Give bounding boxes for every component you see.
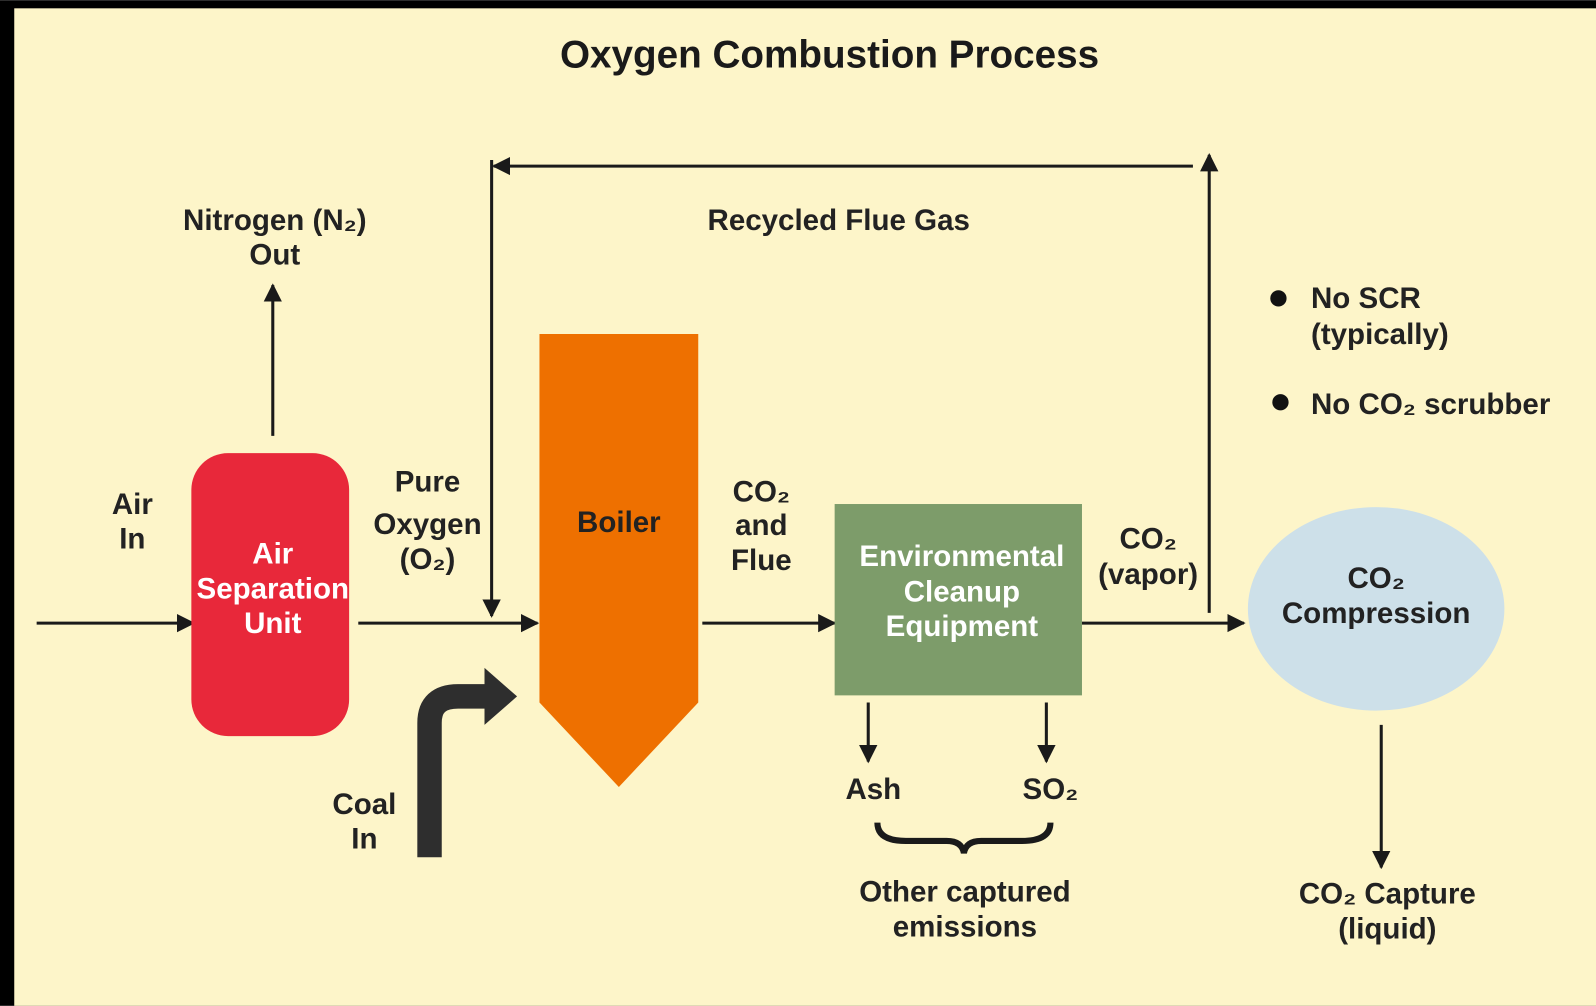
node-label: Environmental xyxy=(859,540,1064,573)
flow-label: Coal xyxy=(332,788,396,821)
bullet xyxy=(1270,290,1287,307)
flow-label: Pure xyxy=(395,465,461,498)
node-label: Boiler xyxy=(577,506,661,539)
air-separation-unit xyxy=(191,453,350,737)
note: No CO₂ scrubber xyxy=(1311,388,1551,421)
flow-label: Oxygen xyxy=(373,508,481,541)
flow-label: emissions xyxy=(893,910,1037,943)
node-label: Air xyxy=(252,538,294,571)
arrows xyxy=(36,153,1391,870)
node-label: Compression xyxy=(1282,597,1471,630)
title: Oxygen Combustion Process xyxy=(560,33,1099,76)
coal-arrow-head xyxy=(484,667,518,725)
flow-label: (O₂) xyxy=(400,543,456,576)
flow-label: Out xyxy=(249,238,300,271)
flow-label: Nitrogen (N₂) xyxy=(183,204,367,237)
node-label: CO₂ xyxy=(1347,562,1404,595)
node-label: Equipment xyxy=(886,610,1039,643)
flow-label: (vapor) xyxy=(1098,558,1198,591)
note: (typically) xyxy=(1311,318,1449,351)
flow-label: (liquid) xyxy=(1338,912,1436,945)
flow-label: Recycled Flue Gas xyxy=(708,204,970,237)
flow-label: Flue xyxy=(731,544,792,577)
flow-label: and xyxy=(735,509,787,542)
flow-label: CO₂ xyxy=(1119,522,1176,555)
bullet xyxy=(1272,394,1289,411)
flow-label: CO₂ Capture xyxy=(1299,878,1476,911)
flow-label: Ash xyxy=(845,773,901,806)
flow-label: CO₂ xyxy=(733,476,790,509)
flow-label: In xyxy=(351,823,377,856)
node-label: Separation xyxy=(197,572,349,605)
co2-compression xyxy=(1247,507,1505,711)
coal-arrow xyxy=(417,684,487,858)
node-label: Cleanup xyxy=(904,575,1020,608)
flow-label: Other captured xyxy=(859,876,1070,909)
flow-label: SO₂ xyxy=(1023,773,1079,806)
note: No SCR xyxy=(1311,282,1421,315)
boiler xyxy=(539,334,699,787)
flow-label: In xyxy=(119,522,145,555)
flow-label: Air xyxy=(112,488,153,521)
cleanup-equipment xyxy=(834,504,1082,696)
brace xyxy=(874,822,1054,854)
node-label: Unit xyxy=(244,607,302,640)
